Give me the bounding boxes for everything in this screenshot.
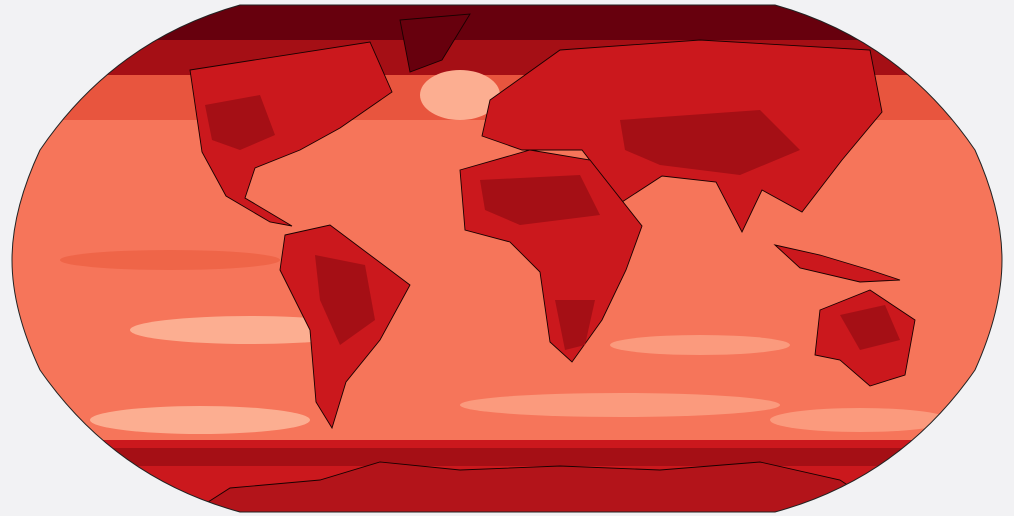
north-america-core [205, 95, 275, 150]
light-zone [610, 335, 790, 355]
australia-core [840, 305, 900, 350]
greenland [399, 13, 471, 73]
indonesia [773, 244, 901, 283]
light-zone [90, 406, 310, 434]
light-zone [770, 408, 950, 432]
map-outline [11, 4, 1003, 513]
light-zone [420, 70, 500, 120]
arctic-core [12, 5, 1002, 40]
africa-core [480, 175, 600, 225]
eurasia-core [620, 110, 800, 175]
south-america-core [315, 255, 375, 345]
antarctic-core [12, 448, 1002, 466]
africa-south-core [555, 300, 595, 350]
light-zone [460, 393, 780, 417]
warm-zone [60, 250, 280, 270]
north-america [189, 41, 393, 227]
